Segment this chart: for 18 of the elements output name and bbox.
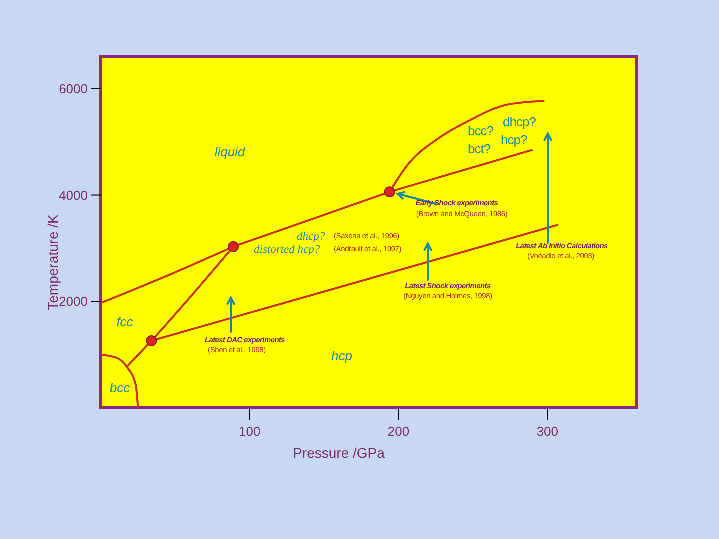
annotation: hcp xyxy=(332,348,352,364)
annotation: fcc xyxy=(116,314,134,330)
annotation: bcc xyxy=(110,380,131,396)
annotation: liquid xyxy=(214,144,246,160)
y-tick-label: 4000 xyxy=(59,188,88,203)
annotation: dhcp? xyxy=(503,114,536,130)
annotation: bcc? xyxy=(468,124,494,139)
annotation: bct? xyxy=(468,142,491,157)
x-tick-label: 200 xyxy=(388,424,410,439)
annotation: dhcp? xyxy=(297,231,326,244)
annotation: hcp? xyxy=(501,132,528,148)
y-tick-label: 6000 xyxy=(59,81,88,96)
x-tick-label: 300 xyxy=(536,424,559,439)
y-axis-title: Temperature /K xyxy=(45,214,61,310)
annotation: distorted hcp? xyxy=(254,244,320,256)
x-tick-label: 100 xyxy=(239,424,261,439)
x-axis-title: Pressure /GPa xyxy=(293,445,386,461)
y-tick-label: 2000 xyxy=(59,294,88,310)
